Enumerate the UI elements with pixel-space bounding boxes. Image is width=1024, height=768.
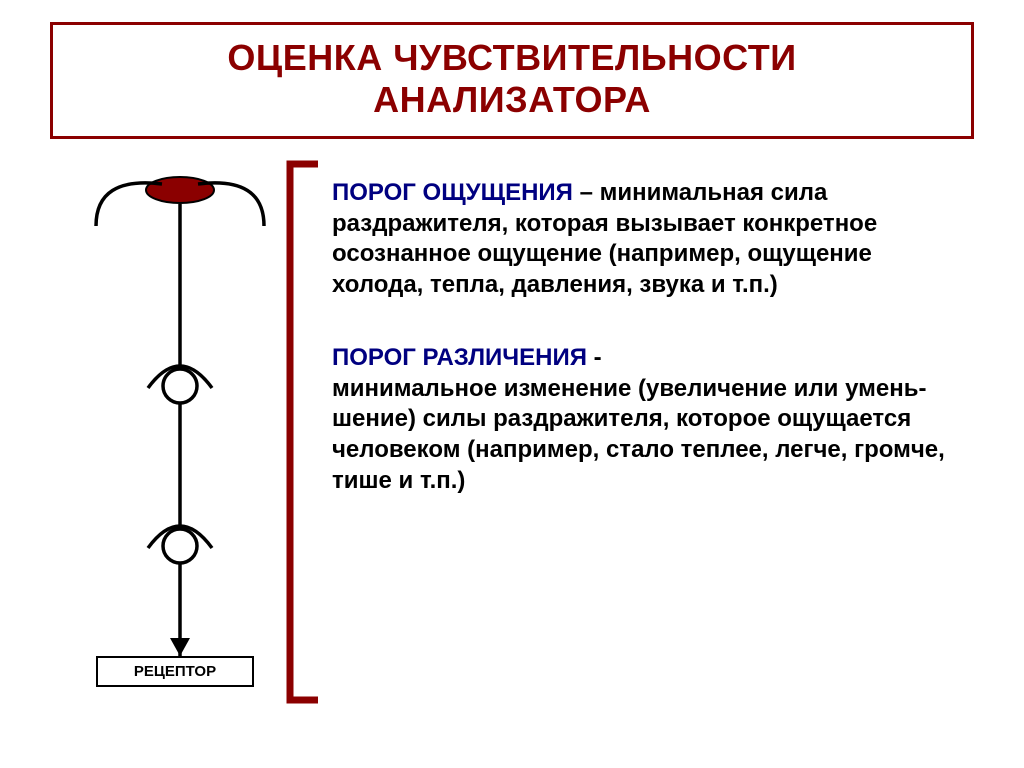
neuron1-circle: [163, 369, 197, 403]
title-line2: АНАЛИЗАТОРА: [73, 79, 951, 121]
sep-2: -: [587, 344, 602, 371]
title-box: ОЦЕНКА ЧУВСТВИТЕЛЬНОСТИ АНАЛИЗАТОРА: [50, 22, 974, 139]
arrow-down-icon: [170, 638, 190, 656]
receptor-box: РЕЦЕПТОР: [96, 656, 254, 687]
sep-1: –: [573, 179, 600, 206]
text-2: минимальное изменение (увеличение или ум…: [332, 375, 945, 494]
definitions-block: ПОРОГ ОЩУЩЕНИЯ – минимальная сила раздра…: [332, 178, 957, 538]
title-line1: ОЦЕНКА ЧУВСТВИТЕЛЬНОСТИ: [73, 37, 951, 79]
receptor-label: РЕЦЕПТОР: [134, 663, 216, 680]
term-2: ПОРОГ РАЗЛИЧЕНИЯ: [332, 344, 587, 371]
brain-icon: [146, 177, 214, 203]
neural-pathway-diagram: РЕЦЕПТОР: [60, 156, 280, 716]
term-1: ПОРОГ ОЩУЩЕНИЯ: [332, 179, 573, 206]
definition-2: ПОРОГ РАЗЛИЧЕНИЯ - минимальное изменение…: [332, 343, 957, 497]
neuron2-circle: [163, 529, 197, 563]
definition-1: ПОРОГ ОЩУЩЕНИЯ – минимальная сила раздра…: [332, 178, 957, 301]
